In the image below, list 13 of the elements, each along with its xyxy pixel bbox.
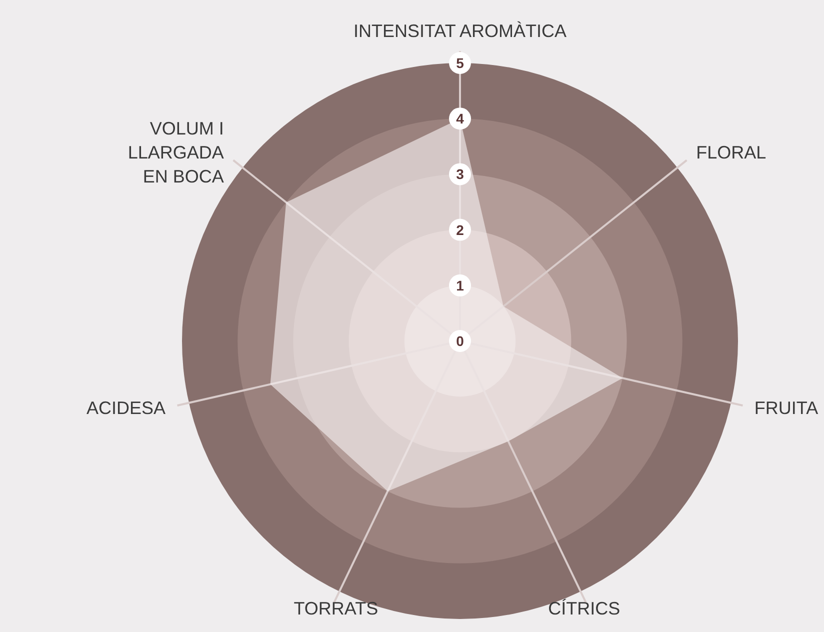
spoke-label: ACIDESA: [86, 398, 166, 418]
spoke-label: FLORAL: [696, 142, 766, 163]
y-tick-label: 2: [456, 222, 464, 238]
spoke-label: CÍTRICS: [548, 598, 620, 619]
spoke-label: INTENSITAT AROMÀTICA: [353, 21, 567, 41]
spoke-label: FRUITA: [754, 398, 818, 418]
y-tick-label: 0: [456, 333, 464, 349]
y-tick-label: 5: [456, 55, 464, 71]
spoke-label: TORRATS: [294, 598, 378, 619]
spoke-label: VOLUM I LLARGADA EN BOCA: [128, 118, 224, 187]
y-tick-label: 3: [456, 166, 464, 182]
y-tick-label: 1: [456, 277, 464, 294]
y-tick-label: 4: [456, 110, 464, 127]
